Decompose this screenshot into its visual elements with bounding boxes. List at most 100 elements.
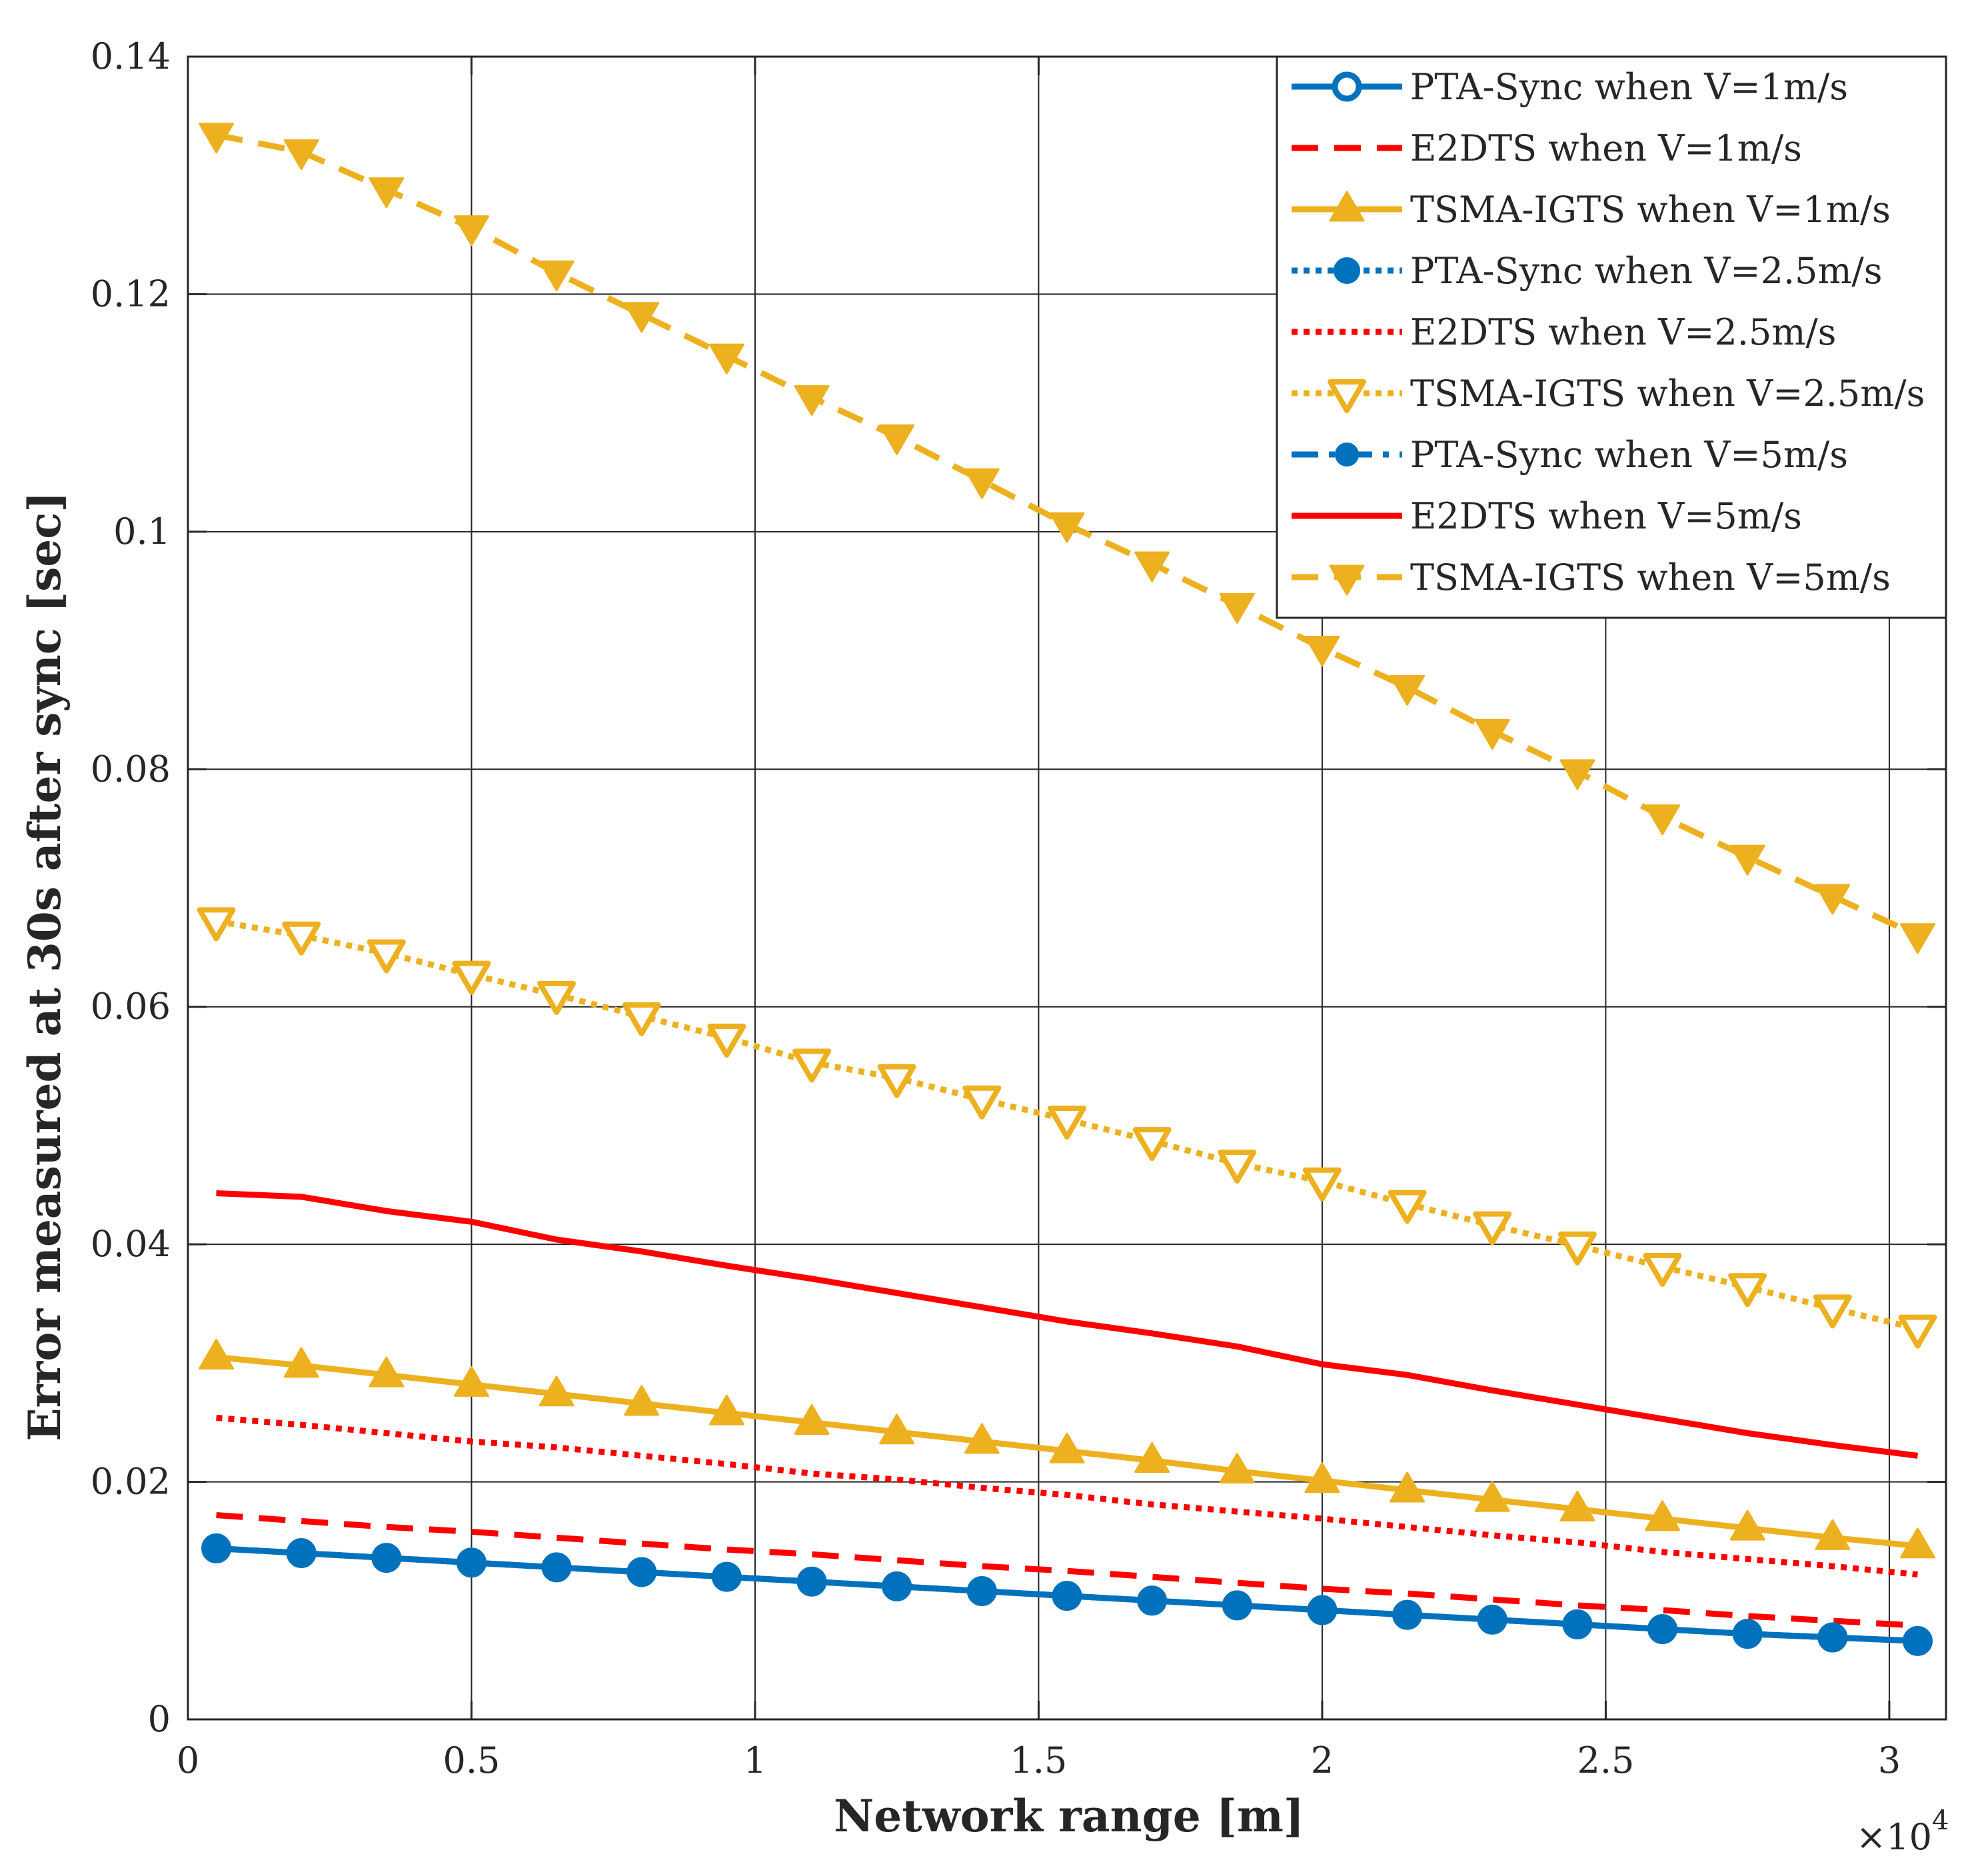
data-point	[624, 302, 660, 333]
series-line	[216, 1190, 1919, 1459]
data-point	[199, 1338, 235, 1370]
data-point	[459, 1550, 484, 1575]
legend-swatch-marker	[1334, 257, 1360, 284]
legend-label: PTA-Sync when V=2.5m/s	[1410, 250, 1882, 292]
data-point	[453, 215, 489, 247]
data-point	[1474, 1481, 1510, 1512]
data-point	[1048, 1106, 1086, 1140]
data-point	[1304, 1462, 1340, 1493]
data-point	[1559, 759, 1595, 790]
data-point	[1473, 1211, 1512, 1246]
data-point	[707, 1024, 746, 1058]
legend-label: E2DTS when V=2.5m/s	[1410, 311, 1836, 353]
x-multiplier-base: ×10	[1856, 1816, 1932, 1858]
x-tick-label: 2.5	[1577, 1739, 1634, 1781]
x-tick-label: 2	[1311, 1739, 1334, 1781]
data-point	[622, 1002, 661, 1036]
series-group	[199, 1338, 1935, 1559]
data-point	[1813, 1294, 1852, 1329]
data-point	[877, 1064, 916, 1098]
legend-label: PTA-Sync when V=5m/s	[1410, 434, 1848, 476]
data-point	[1132, 1127, 1172, 1162]
data-point	[1140, 1588, 1164, 1613]
data-point	[1049, 1432, 1085, 1463]
data-point	[1304, 636, 1340, 667]
legend-swatch-marker	[1329, 564, 1365, 596]
data-point	[289, 1541, 314, 1565]
legend-swatch-marker	[1328, 379, 1366, 413]
data-point	[964, 1423, 1000, 1454]
data-point	[1815, 1519, 1851, 1550]
data-point	[714, 1565, 739, 1589]
data-point	[629, 1560, 654, 1585]
data-point	[1395, 1603, 1420, 1627]
y-tick-label: 0	[148, 1698, 171, 1740]
y-tick-label: 0.04	[91, 1223, 171, 1265]
series-group	[204, 1536, 1930, 1653]
data-point	[1565, 1612, 1589, 1637]
data-point	[1645, 1500, 1681, 1531]
data-point	[1820, 1625, 1845, 1650]
data-point	[453, 1366, 489, 1397]
data-point	[1645, 804, 1681, 836]
legend-entry: E2DTS when V=5m/s	[1292, 495, 1802, 537]
data-point	[1557, 1231, 1597, 1266]
data-point	[283, 139, 319, 171]
legend-swatch-marker	[1335, 443, 1359, 467]
x-multiplier-exponent: 4	[1932, 1805, 1949, 1836]
legend-entry: TSMA-IGTS when V=1m/s	[1292, 189, 1891, 231]
x-tick-label: 3	[1878, 1739, 1901, 1781]
x-tick-label: 0.5	[443, 1739, 500, 1781]
data-point	[1302, 1167, 1342, 1202]
data-point	[538, 1376, 574, 1407]
data-point	[879, 424, 915, 455]
data-point	[792, 1048, 832, 1083]
legend-entry: PTA-Sync when V=1m/s	[1292, 66, 1848, 108]
data-point	[884, 1574, 909, 1599]
y-tick-label: 0.02	[91, 1461, 171, 1503]
series-line	[216, 1511, 1918, 1629]
data-point	[1729, 1509, 1765, 1541]
data-point	[1219, 1453, 1255, 1484]
data-point	[1899, 1527, 1935, 1559]
axes: 0 0.5 1 1.5 2 2.5 3 0 0.02 0.04 0.06 0.08 0.1 0.12 0.1…	[91, 35, 1947, 1781]
data-point	[1905, 1629, 1930, 1653]
legend-entry: PTA-Sync when V=5m/s	[1292, 434, 1848, 476]
data-point	[1735, 1621, 1760, 1646]
data-point	[708, 1394, 744, 1425]
x-axis-multiplier: ×104	[1856, 1805, 1949, 1858]
x-tick-label: 1.5	[1010, 1739, 1068, 1781]
data-point	[197, 907, 236, 942]
legend-entry: TSMA-IGTS when V=2.5m/s	[1292, 373, 1925, 415]
data-point	[282, 921, 321, 956]
data-point	[1474, 718, 1510, 750]
data-point	[204, 1536, 229, 1561]
series-group	[199, 123, 1935, 954]
data-point	[1218, 1149, 1257, 1184]
data-point	[1650, 1617, 1675, 1641]
data-point	[544, 1555, 569, 1579]
legend-swatch-marker	[1332, 71, 1362, 102]
data-point	[199, 123, 235, 154]
data-point	[1390, 1471, 1426, 1503]
y-tick-label: 0.14	[91, 35, 171, 77]
legend: PTA-Sync when V=1m/s E2DTS when V=1m/s TSM…	[1276, 55, 1947, 619]
data-point	[538, 260, 574, 291]
y-axis-title: Error measured at 30s after sync [sec]	[19, 491, 71, 1441]
y-tick-label: 0.12	[91, 273, 171, 315]
plot-area	[197, 123, 1937, 1656]
data-point	[624, 1385, 660, 1416]
data-point	[1559, 1491, 1595, 1522]
series-group	[216, 1414, 1918, 1578]
data-point	[879, 1413, 915, 1445]
legend-label: E2DTS when V=5m/s	[1410, 495, 1802, 537]
y-tick-label: 0.1	[113, 510, 171, 552]
data-point	[1898, 1314, 1937, 1349]
data-point	[1388, 1190, 1427, 1224]
data-point	[800, 1569, 824, 1594]
series-line	[216, 1414, 1918, 1578]
data-point	[1899, 923, 1935, 954]
x-tick-label: 0	[177, 1739, 199, 1781]
data-point	[1219, 592, 1255, 624]
